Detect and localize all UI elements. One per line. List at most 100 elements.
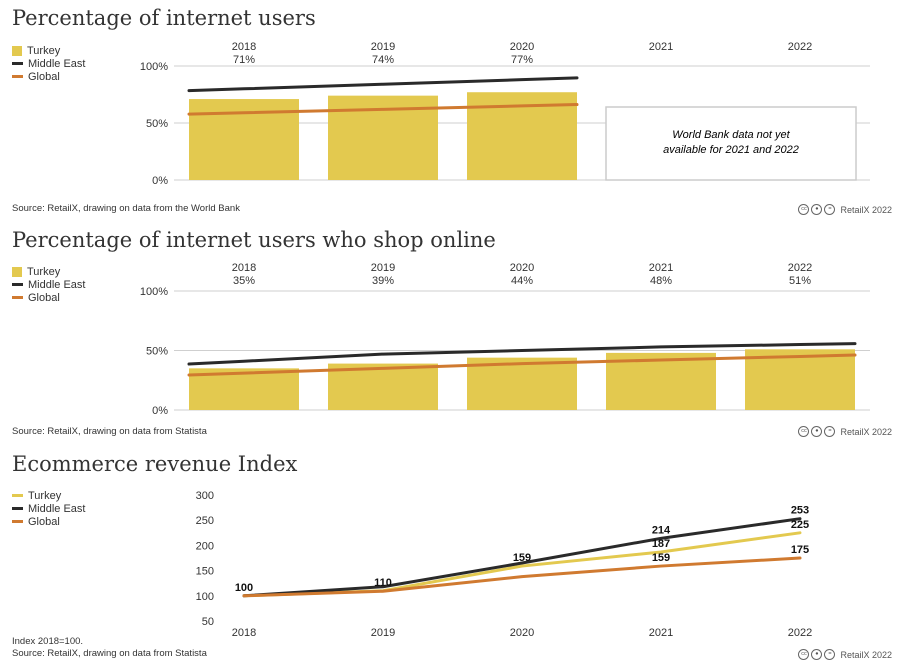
series-line-middle-east: [242, 517, 802, 598]
panel-online-shoppers: Percentage of internet users who shop on…: [0, 228, 916, 442]
data-label: 100: [235, 582, 253, 594]
x-category-label: 2019: [371, 41, 395, 53]
legend-swatch-middle-east: [12, 62, 23, 65]
bar-value-label: 44%: [511, 275, 533, 287]
y-tick-label: 0%: [152, 175, 168, 187]
bar-turkey-2019: [328, 363, 438, 410]
legend-swatch-turkey: [12, 494, 23, 497]
source-line: Source: RetailX, drawing on data from th…: [12, 203, 240, 214]
legend-item-global: Global: [12, 515, 85, 528]
chart-title: Ecommerce revenue Index: [12, 452, 298, 476]
legend-swatch-global: [12, 296, 23, 299]
bar-value-label: 77%: [511, 54, 533, 66]
cc-icon: cc: [798, 204, 810, 215]
y-tick-label: 300: [196, 490, 214, 502]
bar-value-label: 71%: [233, 54, 255, 66]
legend-label: Middle East: [28, 57, 86, 70]
credit-text: RetailX 2022: [840, 649, 892, 660]
bar-value-label: 51%: [789, 275, 811, 287]
y-tick-label: 50: [202, 616, 214, 628]
legend-swatch-middle-east: [12, 507, 23, 510]
bar-value-label: 48%: [650, 275, 672, 287]
series-line-middle-east: [187, 76, 579, 93]
x-category-label: 2021: [649, 627, 673, 639]
x-category-label: 2019: [371, 262, 395, 274]
x-category-label: 2020: [510, 262, 534, 274]
x-category-label: 2022: [788, 627, 812, 639]
data-label: 253: [791, 505, 809, 517]
x-category-label: 2021: [649, 41, 673, 53]
legend-swatch-global: [12, 520, 23, 523]
source-note: Source: RetailX, drawing on data from St…: [12, 426, 207, 438]
bar-turkey-2020: [467, 357, 577, 410]
x-category-label: 2020: [510, 627, 534, 639]
y-tick-label: 150: [196, 566, 214, 578]
legend-label: Global: [28, 515, 60, 528]
cc-icon: cc: [798, 649, 810, 660]
legend-label: Turkey: [27, 44, 61, 57]
legend: Turkey Middle East Global: [12, 44, 85, 83]
legend-swatch-global: [12, 75, 23, 78]
legend-label: Middle East: [28, 502, 86, 515]
y-tick-label: 250: [196, 515, 214, 527]
nd-icon: =: [824, 649, 836, 660]
series-line-middle-east: [187, 342, 857, 366]
legend-swatch-turkey: [12, 45, 22, 56]
data-label: 159: [652, 552, 670, 564]
x-category-label: 2018: [232, 41, 256, 53]
y-tick-label: 100: [196, 591, 214, 603]
retailx-credit: cc ● = RetailX 2022: [798, 649, 892, 660]
y-tick-label: 200: [196, 540, 214, 552]
x-category-label: 2019: [371, 627, 395, 639]
nd-icon: =: [824, 426, 836, 437]
note-box: [605, 106, 857, 181]
source-note: Source: RetailX, drawing on data from th…: [12, 203, 240, 215]
legend-item-turkey: Turkey: [12, 489, 85, 502]
source-line: Source: RetailX, drawing on data from St…: [12, 648, 207, 659]
legend-item-global: Global: [12, 70, 85, 83]
legend: Turkey Middle East Global: [12, 489, 85, 528]
y-tick-label: 50%: [146, 346, 168, 358]
series-line-global: [242, 556, 802, 598]
legend-label: Turkey: [27, 265, 61, 278]
data-label: 159: [513, 552, 531, 564]
legend-swatch-middle-east: [12, 283, 23, 286]
series-line-global: [187, 353, 857, 377]
legend-item-turkey: Turkey: [12, 265, 85, 278]
x-category-label: 2018: [232, 262, 256, 274]
x-category-label: 2022: [788, 262, 812, 274]
series-line-global: [187, 103, 579, 116]
by-icon: ●: [811, 649, 823, 660]
credit-text: RetailX 2022: [840, 426, 892, 437]
legend-item-global: Global: [12, 291, 85, 304]
y-tick-label: 100%: [140, 286, 168, 298]
data-label: 175: [791, 544, 809, 556]
retailx-credit: cc ● = RetailX 2022: [798, 204, 892, 215]
bar-value-label: 74%: [372, 54, 394, 66]
x-category-label: 2022: [788, 41, 812, 53]
by-icon: ●: [811, 204, 823, 215]
legend: Turkey Middle East Global: [12, 265, 85, 304]
note-text: World Bank data not yet: [672, 129, 790, 141]
legend-item-middle-east: Middle East: [12, 278, 85, 291]
legend-item-middle-east: Middle East: [12, 502, 85, 515]
y-tick-label: 50%: [146, 118, 168, 130]
data-label: 214: [652, 524, 671, 536]
legend-item-turkey: Turkey: [12, 44, 85, 57]
legend-label: Middle East: [28, 278, 86, 291]
credit-text: RetailX 2022: [840, 204, 892, 215]
data-label: 187: [652, 538, 670, 550]
source-line: Source: RetailX, drawing on data from St…: [12, 426, 207, 437]
panel-ecommerce-index: Ecommerce revenue Index Turkey Middle Ea…: [0, 452, 916, 671]
source-note: Index 2018=100. Source: RetailX, drawing…: [12, 636, 207, 660]
bar-value-label: 35%: [233, 275, 255, 287]
y-tick-label: 100%: [140, 61, 168, 73]
chart-title: Percentage of internet users who shop on…: [12, 228, 496, 252]
legend-label: Turkey: [28, 489, 62, 502]
chart-title: Percentage of internet users: [12, 6, 316, 30]
bar-turkey-2022: [745, 349, 855, 410]
data-label: 225: [791, 519, 809, 531]
data-label: 110: [374, 577, 392, 589]
cc-icon: cc: [798, 426, 810, 437]
